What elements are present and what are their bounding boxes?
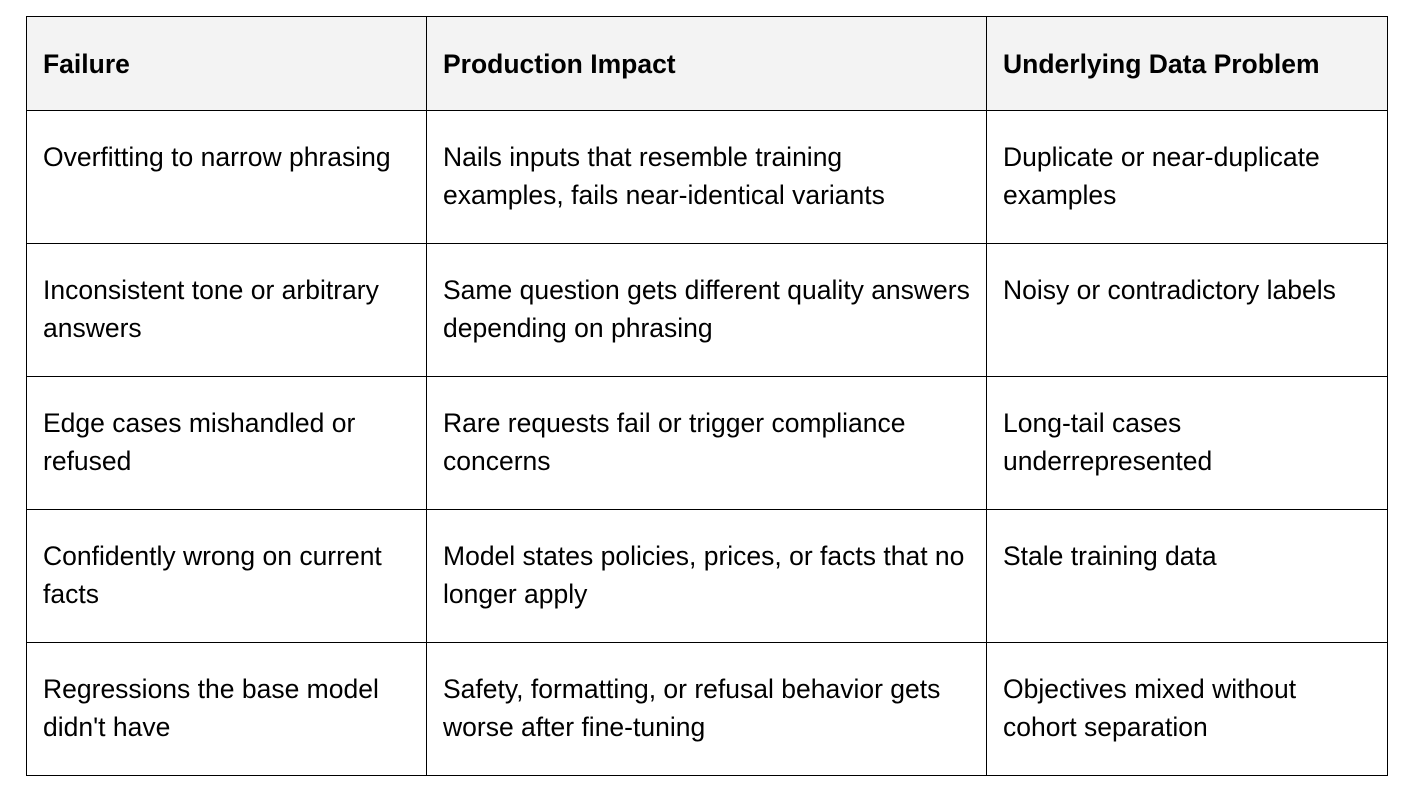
table-cell: Inconsistent tone or arbitrary answers [26, 243, 427, 377]
table-cell: Same question gets different quality ans… [426, 243, 987, 377]
table-row: Confidently wrong on current facts Model … [26, 509, 1388, 643]
header-cell: Underlying Data Problem [986, 16, 1388, 111]
table-cell: Nails inputs that resemble training exam… [426, 110, 987, 244]
header-cell: Production Impact [426, 16, 987, 111]
table-cell: Objectives mixed without cohort separati… [986, 642, 1388, 776]
table-head: Failure Production Impact Underlying Data … [26, 16, 1388, 111]
table-cell: Model states policies, prices, or facts … [426, 509, 987, 643]
table-row: Regressions the base model didn't have Sa… [26, 642, 1388, 776]
table-cell: Edge cases mishandled or refused [26, 376, 427, 510]
data-table: Failure Production Impact Underlying Data … [26, 16, 1388, 776]
table-cell: Duplicate or near-duplicate examples [986, 110, 1388, 244]
header-cell: Failure [26, 16, 427, 111]
table-body: Overfitting to narrow phrasing Nails inpu… [26, 110, 1388, 776]
table-cell: Confidently wrong on current facts [26, 509, 427, 643]
table-row: Edge cases mishandled or refused Rare req… [26, 376, 1388, 510]
table-cell: Overfitting to narrow phrasing [26, 110, 427, 244]
table-cell: Long-tail cases underrepresented [986, 376, 1388, 510]
table-cell: Regressions the base model didn't have [26, 642, 427, 776]
header-row: Failure Production Impact Underlying Data … [26, 16, 1388, 111]
table-cell: Stale training data [986, 509, 1388, 643]
table-cell: Safety, formatting, or refusal behavior … [426, 642, 987, 776]
table-cell: Noisy or contradictory labels [986, 243, 1388, 377]
table-row: Overfitting to narrow phrasing Nails inpu… [26, 110, 1388, 244]
table-row: Inconsistent tone or arbitrary answers Sa… [26, 243, 1388, 377]
table-cell: Rare requests fail or trigger compliance… [426, 376, 987, 510]
